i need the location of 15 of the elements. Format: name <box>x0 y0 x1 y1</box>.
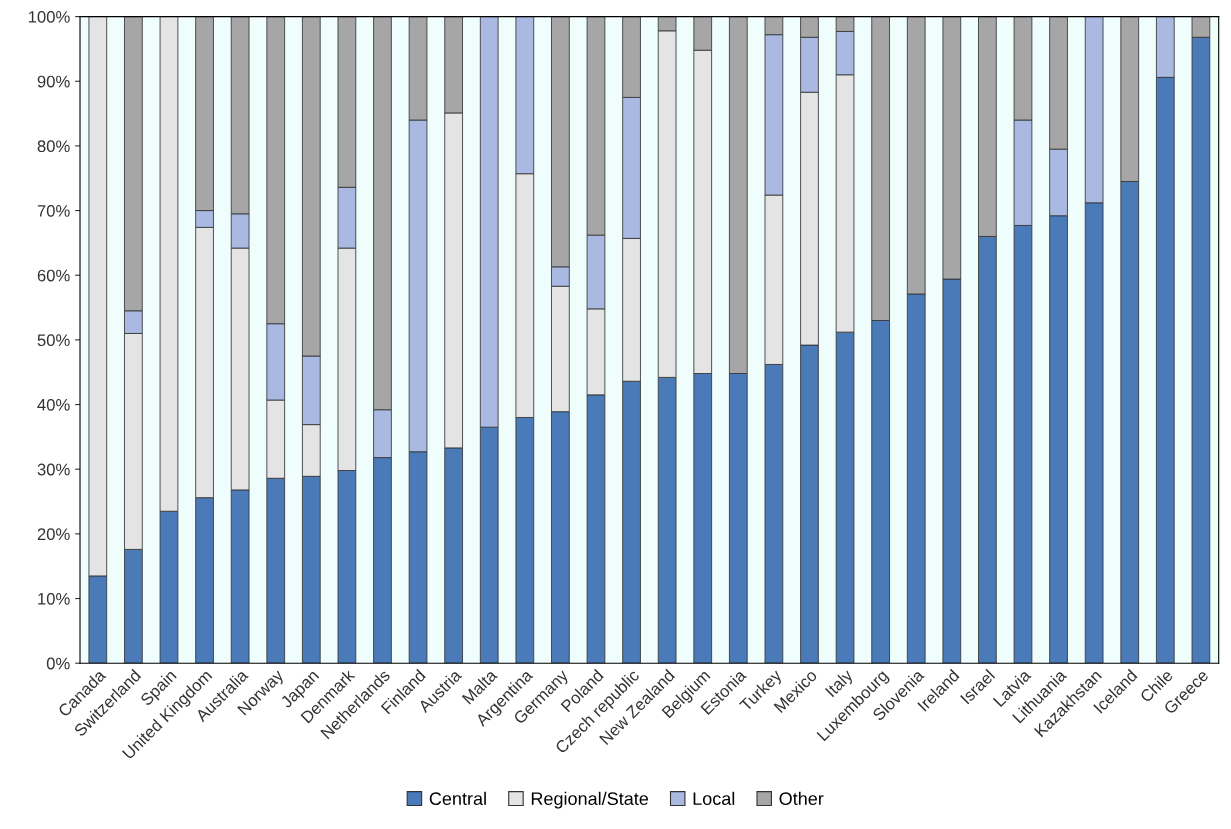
legend-label: Central <box>429 791 486 806</box>
y-tick-label: 70% <box>37 204 70 217</box>
y-tick-label: 50% <box>37 334 70 347</box>
y-tick-label: 40% <box>37 398 70 411</box>
legend-label: Other <box>779 791 824 806</box>
y-tick-label: 10% <box>38 592 70 605</box>
y-tick-label: 80% <box>37 140 70 153</box>
y-tick-label: 60% <box>37 269 70 282</box>
y-tick-label: 30% <box>37 463 70 476</box>
y-tick-label: 100% <box>28 10 70 23</box>
legend-label: Regional/State <box>531 791 649 809</box>
y-tick-label: 20% <box>37 528 70 541</box>
y-tick-label: 0% <box>46 657 70 670</box>
legend-label: Local <box>693 791 735 806</box>
y-tick-label: 90% <box>37 75 70 88</box>
